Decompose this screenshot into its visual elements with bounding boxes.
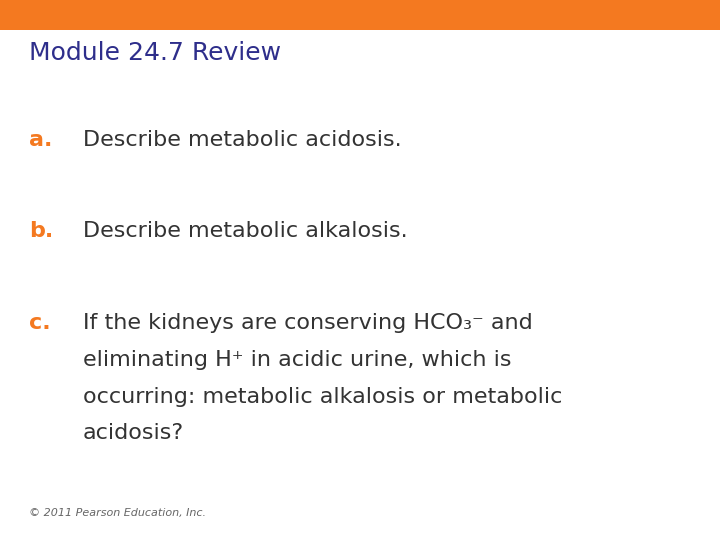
Text: © 2011 Pearson Education, Inc.: © 2011 Pearson Education, Inc.: [29, 508, 206, 518]
Text: Describe metabolic alkalosis.: Describe metabolic alkalosis.: [83, 221, 408, 241]
Text: If the kidneys are conserving HCO₃⁻ and: If the kidneys are conserving HCO₃⁻ and: [83, 313, 533, 333]
Text: eliminating H⁺ in acidic urine, which is: eliminating H⁺ in acidic urine, which is: [83, 350, 511, 370]
Text: c.: c.: [29, 313, 50, 333]
Text: a.: a.: [29, 130, 52, 150]
Text: b.: b.: [29, 221, 53, 241]
Text: occurring: metabolic alkalosis or metabolic: occurring: metabolic alkalosis or metabo…: [83, 387, 562, 407]
Text: Describe metabolic acidosis.: Describe metabolic acidosis.: [83, 130, 402, 150]
Text: acidosis?: acidosis?: [83, 423, 184, 443]
FancyBboxPatch shape: [0, 0, 720, 30]
Text: Module 24.7 Review: Module 24.7 Review: [29, 40, 281, 64]
